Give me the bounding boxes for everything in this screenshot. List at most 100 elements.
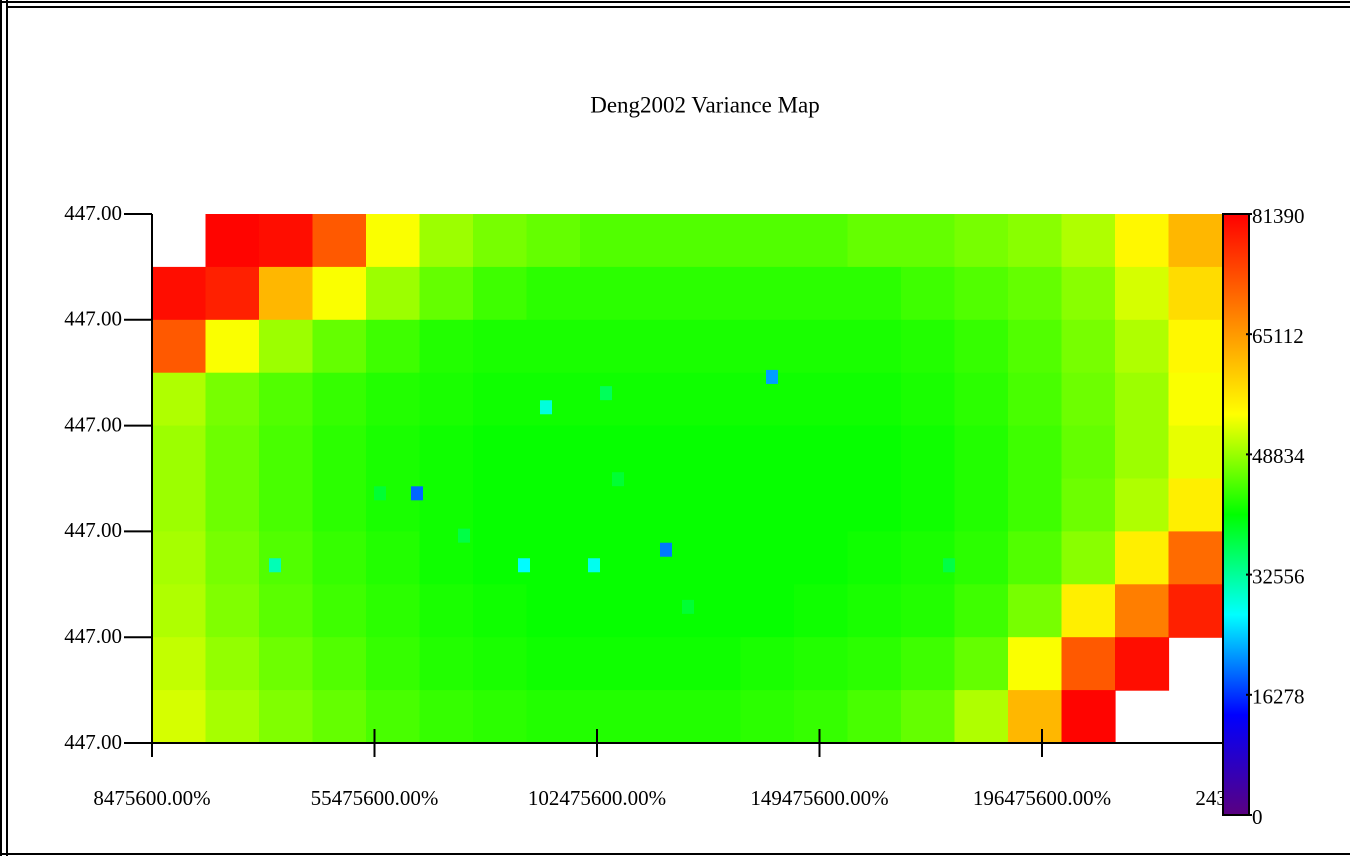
heatmap-cell xyxy=(259,319,314,374)
heatmap-cell xyxy=(954,637,1009,691)
axes: 447.00 447.00 447.00 447.00 447.00 447.00 8475… xyxy=(64,201,1350,843)
heatmap-cell xyxy=(580,690,635,744)
heatmap-cell xyxy=(740,531,795,585)
heatmap-cell xyxy=(1061,478,1116,532)
heatmap-cell xyxy=(687,372,742,427)
heatmap-cell xyxy=(794,425,849,480)
heatmap-cell xyxy=(1008,478,1063,532)
heatmap-cell xyxy=(259,531,314,585)
heatmap-cell xyxy=(526,531,581,585)
heatmap-cell xyxy=(312,372,367,427)
heatmap-cell xyxy=(259,637,314,691)
heatmap-cell xyxy=(419,478,474,532)
y-tick-label: 447.00 xyxy=(64,412,122,436)
heatmap-cell xyxy=(205,584,260,638)
heatmap-cell xyxy=(847,478,902,532)
heatmap-cell xyxy=(259,690,314,744)
heatmap-cell xyxy=(1115,478,1170,532)
heatmap-cell xyxy=(740,319,795,374)
heatmap-cell xyxy=(687,637,742,691)
heatmap-cell xyxy=(366,425,421,480)
heatmap-cell xyxy=(740,478,795,532)
heatmap-cell xyxy=(473,637,528,691)
heatmap-cell xyxy=(1168,531,1223,585)
heatmap-cell xyxy=(473,425,528,480)
x-tick-label: 8475600.00% xyxy=(93,786,210,810)
heatmap-cell xyxy=(1061,584,1116,638)
heatmap-cell xyxy=(633,531,688,585)
heatmap-cell xyxy=(633,319,688,374)
heatmap-cell xyxy=(473,584,528,638)
heatmap-cell xyxy=(205,372,260,427)
heatmap-cell xyxy=(526,478,581,532)
heatmap-cell xyxy=(419,214,474,268)
heatmap-cell xyxy=(1008,584,1063,638)
heatmap-cell xyxy=(366,266,421,321)
heatmap-cell xyxy=(1115,372,1170,427)
heatmap-cell xyxy=(205,266,260,321)
heatmap-cell xyxy=(954,531,1009,585)
heatmap-cell xyxy=(419,637,474,691)
heatmap-cell xyxy=(1008,372,1063,427)
heatmap-cell xyxy=(740,425,795,480)
heatmap-cell xyxy=(366,214,421,268)
heatmap-cell xyxy=(205,478,260,532)
heatmap-cell xyxy=(1115,266,1170,321)
heatmap-cell xyxy=(847,319,902,374)
heatmap-cell xyxy=(847,690,902,744)
heatmap-cell xyxy=(633,214,688,268)
heatmap-cell xyxy=(1168,214,1223,268)
heatmap-cell xyxy=(954,425,1009,480)
heatmap-cell xyxy=(312,637,367,691)
heatmap-cell xyxy=(312,531,367,585)
heatmap-cell xyxy=(901,637,956,691)
heatmap-cell xyxy=(687,425,742,480)
heatmap-cell xyxy=(312,266,367,321)
heatmap-cell xyxy=(526,584,581,638)
heatmap-cell xyxy=(847,584,902,638)
heatmap-cell xyxy=(901,319,956,374)
heatmap-cell xyxy=(901,690,956,744)
heatmap-cell xyxy=(794,478,849,532)
heatmap-cell xyxy=(259,214,314,268)
sample-point xyxy=(410,486,423,501)
heatmap-cell xyxy=(205,425,260,480)
heatmap-cell xyxy=(419,372,474,427)
sample-point xyxy=(660,542,673,557)
heatmap-cell xyxy=(1061,214,1116,268)
sample-point xyxy=(599,386,612,401)
heatmap-cell xyxy=(794,319,849,374)
heatmap-cell xyxy=(312,690,367,744)
heatmap-cell xyxy=(687,214,742,268)
heatmap-cell xyxy=(366,372,421,427)
heatmap-cell xyxy=(205,690,260,744)
heatmap-cell xyxy=(1008,690,1063,744)
colorbar-tick-label: 48834 xyxy=(1252,444,1305,468)
heatmap-cell xyxy=(366,637,421,691)
heatmap-cell xyxy=(633,425,688,480)
heatmap-cell xyxy=(794,690,849,744)
heatmap-cell xyxy=(312,214,367,268)
heatmap-cell xyxy=(152,637,207,691)
heatmap-cell xyxy=(740,214,795,268)
heatmap-cell xyxy=(1115,531,1170,585)
heatmap-cell xyxy=(1008,319,1063,374)
sample-point xyxy=(374,486,386,501)
heatmap-cell xyxy=(1115,637,1170,691)
y-tick-label: 447.00 xyxy=(64,518,122,542)
heatmap-cell xyxy=(1168,425,1223,480)
heatmap-cell xyxy=(259,584,314,638)
heatmap-cell xyxy=(901,531,956,585)
colorbar-tick-label: 65112 xyxy=(1252,324,1304,348)
heatmap-cell xyxy=(580,584,635,638)
heatmap-cell xyxy=(580,214,635,268)
heatmap-cell xyxy=(473,690,528,744)
heatmap-cell xyxy=(152,478,207,532)
heatmap-cell xyxy=(419,690,474,744)
heatmap-cell xyxy=(794,372,849,427)
heatmap-cell xyxy=(526,637,581,691)
heatmap-cell xyxy=(1115,319,1170,374)
y-tick-label: 447.00 xyxy=(64,201,122,225)
